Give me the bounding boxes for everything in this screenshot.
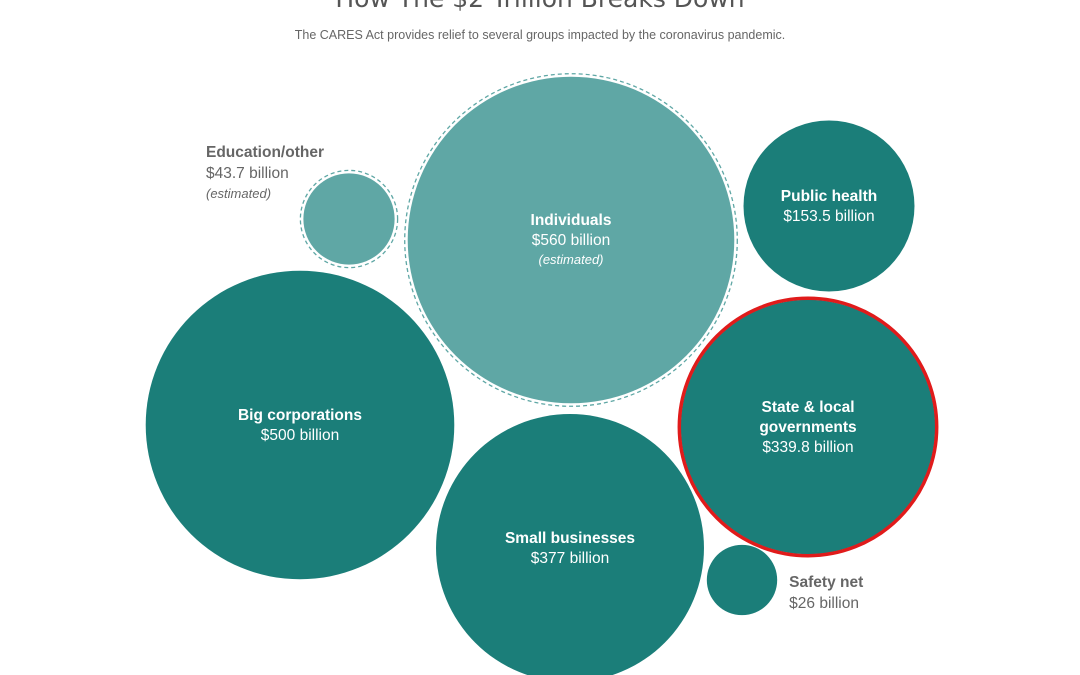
state-and-local-governments-bubble [680, 299, 936, 555]
individuals-note-label: (estimated) [538, 252, 603, 267]
state-and-local-governments-name-label: State & local [761, 399, 854, 416]
big-corporations-bubble [145, 270, 455, 580]
education-other-bubble [303, 173, 395, 265]
small-businesses-value-label: $377 billion [531, 550, 609, 567]
big-corporations-name-label: Big corporations [238, 407, 362, 424]
state-and-local-governments-value-label: $339.8 billion [762, 439, 853, 456]
education-other-estimate-ring [299, 169, 399, 269]
safety-net-name-label: Safety net [789, 574, 863, 591]
small-businesses-name-label: Small businesses [505, 530, 635, 547]
public-health-bubble [743, 120, 915, 292]
safety-net-bubble [706, 544, 778, 616]
big-corporations-value-label: $500 billion [261, 427, 339, 444]
individuals-value-label: $560 billion [532, 232, 610, 249]
state-and-local-governments-highlight-ring [677, 296, 939, 558]
education-other-value-label: $43.7 billion [206, 165, 289, 182]
individuals-bubble [407, 76, 735, 404]
small-businesses-bubble [436, 414, 704, 675]
public-health-name-label: Public health [781, 188, 877, 205]
chart-title: How The $2 Trillion Breaks Down [0, 0, 1080, 14]
safety-net-value-label: $26 billion [789, 595, 859, 612]
public-health-value-label: $153.5 billion [783, 208, 874, 225]
individuals-name-label: Individuals [531, 212, 612, 229]
education-other-name-label: Education/other [206, 144, 324, 161]
individuals-estimate-ring [404, 73, 738, 407]
education-other-note-label: (estimated) [206, 186, 271, 201]
state-and-local-governments-name-label: governments [759, 419, 856, 436]
chart-subtitle: The CARES Act provides relief to several… [294, 28, 786, 42]
